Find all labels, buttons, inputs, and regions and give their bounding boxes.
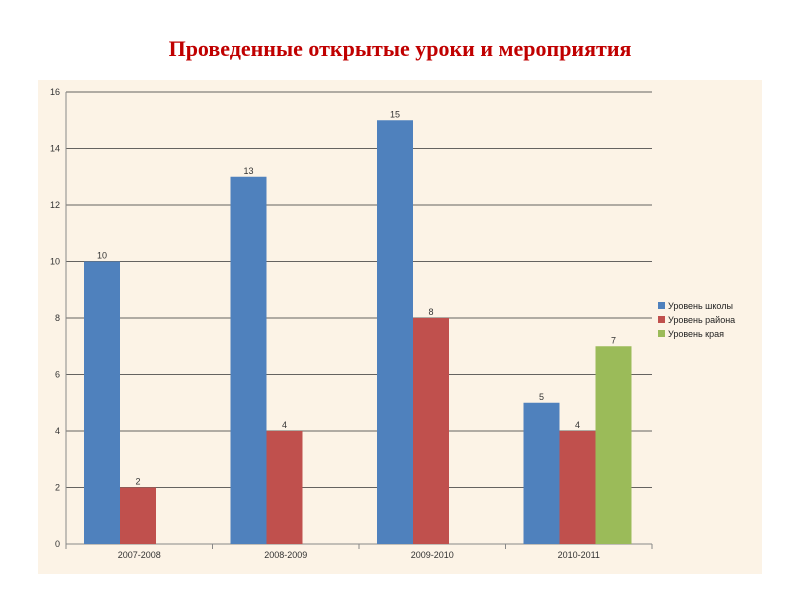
bar bbox=[595, 346, 632, 544]
bar-chart: 0 2 4 6 8 10 12 14 16 10 2 2007-2008 13 4 2008-2009 15 8… bbox=[50, 87, 735, 560]
bar bbox=[84, 261, 120, 544]
legend-swatch bbox=[658, 302, 665, 309]
data-label: 8 bbox=[428, 307, 433, 317]
y-tick-label: 12 bbox=[50, 200, 60, 210]
data-label: 10 bbox=[97, 251, 107, 261]
x-tick-label: 2008-2009 bbox=[264, 550, 307, 560]
y-tick-label: 14 bbox=[50, 144, 60, 154]
data-label: 7 bbox=[611, 335, 616, 345]
y-tick-label: 2 bbox=[55, 483, 60, 493]
data-label: 13 bbox=[243, 166, 253, 176]
y-tick-label: 4 bbox=[55, 426, 60, 436]
data-label: 4 bbox=[575, 420, 580, 430]
bar bbox=[120, 487, 156, 544]
y-tick-label: 16 bbox=[50, 87, 60, 97]
data-label: 15 bbox=[390, 109, 400, 119]
y-tick-label: 10 bbox=[50, 257, 60, 267]
legend-entry: Уровень школы bbox=[668, 301, 733, 311]
page-title: Проведенные открытые уроки и мероприятия bbox=[168, 36, 632, 61]
legend-entry: Уровень края bbox=[668, 329, 724, 339]
legend-swatch bbox=[658, 330, 665, 337]
y-tick-label: 0 bbox=[55, 539, 60, 549]
chart-panel: 0 2 4 6 8 10 12 14 16 10 2 2007-2008 13 4 2008-2009 15 8… bbox=[38, 80, 762, 574]
x-tick-label: 2009-2010 bbox=[411, 550, 454, 560]
bar bbox=[559, 431, 596, 544]
y-tick-label: 8 bbox=[55, 313, 60, 323]
y-tick-label: 6 bbox=[55, 370, 60, 380]
bar bbox=[523, 402, 560, 544]
legend-swatch bbox=[658, 316, 665, 323]
bar bbox=[377, 120, 413, 544]
bar bbox=[266, 431, 303, 544]
data-label: 2 bbox=[135, 477, 140, 487]
bar bbox=[230, 176, 267, 544]
x-tick-label: 2010-2011 bbox=[558, 550, 600, 560]
data-label: 4 bbox=[282, 420, 287, 430]
bar bbox=[413, 318, 449, 544]
data-label: 5 bbox=[539, 392, 544, 402]
x-tick-label: 2007-2008 bbox=[118, 550, 161, 560]
legend-entry: Уровень района bbox=[668, 315, 735, 325]
